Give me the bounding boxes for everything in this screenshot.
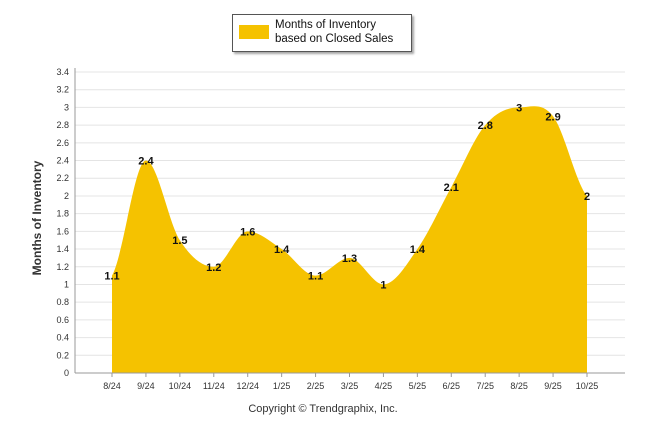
y-tick-label: 0 xyxy=(64,368,69,378)
y-tick-label: 3.2 xyxy=(56,85,69,95)
data-label: 1.1 xyxy=(104,271,119,283)
legend-label: Months of Inventory based on Closed Sale… xyxy=(275,19,394,45)
data-label: 1.4 xyxy=(274,244,290,256)
y-tick-label: 1.4 xyxy=(56,244,69,254)
data-label: 2.1 xyxy=(444,182,459,194)
y-tick-label: 0.4 xyxy=(56,333,69,343)
x-tick-label: 11/24 xyxy=(203,381,225,391)
y-tick-label: 0.8 xyxy=(56,297,69,307)
data-label: 2.9 xyxy=(545,111,560,123)
area-series xyxy=(112,106,587,374)
y-tick-label: 3 xyxy=(64,102,69,112)
axes xyxy=(74,68,625,377)
y-tick-label: 2.4 xyxy=(56,156,69,166)
area-fill xyxy=(112,106,587,374)
x-tick-label: 4/25 xyxy=(375,381,393,391)
data-label: 2 xyxy=(584,191,590,203)
x-tick-labels: 8/24 9/24 10/24 11/24 12/24 1/25 2/25 3/25 4/25 5… xyxy=(103,381,598,391)
legend: Months of Inventory based on Closed Sale… xyxy=(232,14,412,52)
y-tick-labels: 0 0.2 0.4 0.6 0.8 1 1.2 1.4 1.6 1.8 2 2.2 2.4 2.6 2.8 3… xyxy=(56,67,69,378)
data-label: 2.4 xyxy=(138,156,154,168)
y-tick-label: 0.2 xyxy=(56,350,69,360)
y-tick-label: 1.8 xyxy=(56,209,69,219)
y-tick-label: 2.2 xyxy=(56,173,69,183)
y-tick-label: 2.8 xyxy=(56,120,69,130)
x-tick-label: 7/25 xyxy=(476,381,494,391)
y-tick-label: 2 xyxy=(64,191,69,201)
y-tick-label: 3.4 xyxy=(56,67,69,77)
copyright-text: Copyright © Trendgraphix, Inc. xyxy=(248,403,398,415)
x-tick-label: 9/24 xyxy=(137,381,155,391)
data-labels: 1.1 2.4 1.5 1.2 1.6 1.4 1.1 1.3 1 1.4 2.1 2.8 3 2.9 2 xyxy=(104,102,590,291)
legend-swatch xyxy=(239,25,269,39)
x-tick-label: 6/25 xyxy=(443,381,461,391)
data-label: 1 xyxy=(380,279,386,291)
data-label: 3 xyxy=(516,102,522,114)
y-axis-title: Months of Inventory xyxy=(30,160,44,276)
x-tick-label: 3/25 xyxy=(341,381,359,391)
x-tick-label: 5/25 xyxy=(409,381,427,391)
x-tick-label: 10/25 xyxy=(576,381,599,391)
x-tick-label: 9/25 xyxy=(544,381,562,391)
x-tick-label: 12/24 xyxy=(236,381,259,391)
data-label: 1.4 xyxy=(410,244,426,256)
y-tick-label: 1.2 xyxy=(56,262,69,272)
x-tick-label: 1/25 xyxy=(273,381,291,391)
data-label: 1.2 xyxy=(206,262,221,274)
x-tick-label: 8/24 xyxy=(103,381,121,391)
x-tick-label: 8/25 xyxy=(510,381,528,391)
data-label: 1.6 xyxy=(240,226,255,238)
data-label: 1.3 xyxy=(342,253,357,265)
x-tick-label: 10/24 xyxy=(169,381,192,391)
data-label: 1.5 xyxy=(172,235,187,247)
data-label: 2.8 xyxy=(478,120,493,132)
y-tick-label: 2.6 xyxy=(56,138,69,148)
x-tick-label: 2/25 xyxy=(307,381,325,391)
y-tick-label: 0.6 xyxy=(56,315,69,325)
y-tick-label: 1 xyxy=(64,279,69,289)
data-label: 1.1 xyxy=(308,271,323,283)
y-tick-label: 1.6 xyxy=(56,226,69,236)
